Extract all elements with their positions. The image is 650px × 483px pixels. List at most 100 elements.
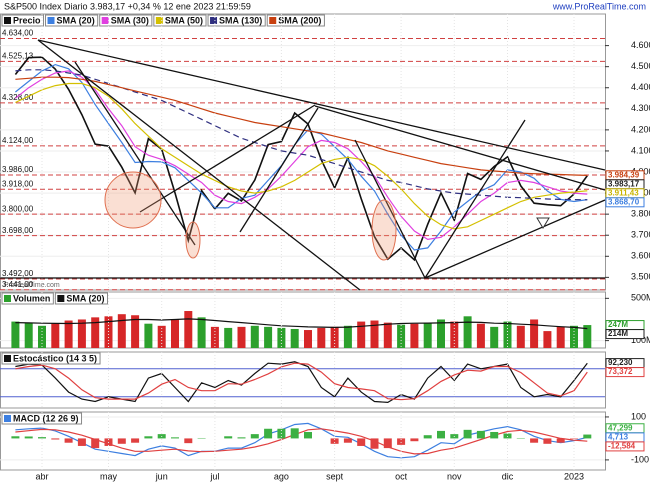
bar bbox=[397, 438, 406, 445]
bar bbox=[11, 321, 20, 348]
legend-label: SMA (130) bbox=[219, 15, 262, 25]
y-tick-label: 3.600 bbox=[631, 251, 650, 261]
legend-swatch bbox=[155, 17, 163, 24]
y-tick-label: -100 bbox=[631, 454, 649, 464]
y-tick-label: 3.700 bbox=[631, 230, 650, 240]
bar bbox=[490, 431, 499, 439]
legend-label: Volumen bbox=[13, 293, 50, 303]
last-value-box bbox=[605, 329, 645, 340]
panel bbox=[0, 13, 606, 291]
level-label: 3.698,00 bbox=[2, 226, 34, 235]
trend-line bbox=[314, 105, 606, 191]
last-value-label: 247M bbox=[608, 320, 628, 329]
bar bbox=[463, 429, 472, 439]
x-tick-label: oct bbox=[395, 471, 408, 481]
level-label: 3.441,00 bbox=[2, 280, 34, 289]
y-tick-label: 500M bbox=[631, 293, 650, 303]
bar bbox=[184, 438, 193, 444]
y-tick-label: 3.800 bbox=[631, 209, 650, 219]
legend-box bbox=[99, 14, 153, 27]
y-tick-label: 4.300 bbox=[631, 103, 650, 113]
bar bbox=[290, 428, 299, 439]
bar bbox=[104, 316, 113, 348]
series-line bbox=[15, 362, 588, 401]
last-value-box bbox=[605, 367, 645, 378]
bar bbox=[476, 323, 485, 348]
last-value-label: -12,584 bbox=[608, 442, 636, 451]
last-value-label: 3.911,43 bbox=[608, 188, 639, 197]
bar bbox=[343, 325, 352, 348]
series-line bbox=[15, 422, 588, 459]
highlights bbox=[104, 171, 550, 261]
y-tick-label: 4.600 bbox=[631, 40, 650, 50]
level-label: 3.800,00 bbox=[2, 204, 34, 213]
legend-label: MACD (12 26 9) bbox=[13, 413, 79, 423]
bar bbox=[24, 436, 33, 439]
legend-swatch bbox=[4, 415, 11, 422]
y-tick-label: 4.200 bbox=[631, 124, 650, 134]
bar bbox=[184, 311, 193, 348]
legend-label: SMA (20) bbox=[66, 293, 104, 303]
trend-line bbox=[354, 139, 426, 279]
legend-item: SMA (130) bbox=[207, 14, 266, 27]
trend-lines bbox=[0, 39, 606, 291]
bar bbox=[437, 319, 445, 348]
panel bbox=[0, 351, 606, 409]
bar bbox=[131, 438, 140, 443]
bar bbox=[171, 319, 179, 348]
y-tick-label: 4.400 bbox=[631, 82, 650, 92]
x-tick-label: 2023 bbox=[564, 471, 584, 481]
bar bbox=[503, 433, 512, 439]
legend-box bbox=[153, 14, 207, 27]
bar bbox=[38, 437, 46, 439]
bar bbox=[583, 325, 592, 348]
bar bbox=[264, 428, 273, 439]
bar bbox=[77, 438, 86, 446]
last-value-label: 73,372 bbox=[608, 367, 633, 376]
x-tick-label: sept bbox=[326, 471, 344, 481]
bar bbox=[516, 325, 525, 348]
legend-item: SMA (30) bbox=[99, 14, 153, 27]
legend-swatch bbox=[47, 17, 55, 24]
series-line bbox=[15, 63, 588, 251]
bar bbox=[38, 325, 46, 348]
bar bbox=[237, 326, 246, 348]
bar bbox=[64, 320, 73, 348]
legend-item: SMA (50) bbox=[153, 14, 207, 27]
bar bbox=[304, 431, 312, 439]
last-value-box bbox=[605, 197, 645, 208]
x-tick-label: jul bbox=[209, 471, 219, 481]
bar bbox=[224, 327, 233, 348]
chart-title: S&P500 Index Diario 3.983,17 +0,34 % 12 … bbox=[4, 1, 251, 11]
y-tick-label: 100M bbox=[631, 335, 650, 345]
last-value-label: 3.984,39 bbox=[608, 170, 640, 179]
bar bbox=[290, 328, 299, 348]
legend-box bbox=[54, 292, 109, 305]
series-line bbox=[15, 82, 588, 230]
last-value-label: 3.868,70 bbox=[608, 197, 640, 206]
level-label: 3.918,00 bbox=[2, 179, 34, 188]
legend-item: SMA (200) bbox=[266, 14, 325, 27]
bar bbox=[144, 436, 153, 439]
last-value-label: 214M bbox=[608, 329, 628, 338]
y-tick-label: 3.500 bbox=[631, 272, 650, 282]
x-tick-label: may bbox=[100, 471, 118, 481]
legend-label: SMA (30) bbox=[111, 15, 149, 25]
level-label: 4.124,00 bbox=[2, 136, 34, 145]
bar bbox=[410, 323, 419, 348]
x-tick-label: ago bbox=[274, 471, 289, 481]
arrow bbox=[536, 217, 550, 229]
bar bbox=[490, 326, 499, 348]
legend-box bbox=[45, 14, 99, 27]
bar bbox=[144, 323, 153, 348]
bar bbox=[543, 331, 552, 348]
bar bbox=[51, 438, 60, 440]
last-value-box bbox=[605, 441, 645, 452]
legend-label: SMA (20) bbox=[57, 15, 95, 25]
watermark: ProRealTime.com bbox=[4, 282, 60, 289]
x-tick-label: jun bbox=[155, 471, 168, 481]
highlight-ellipse bbox=[185, 221, 201, 259]
highlight-ellipse bbox=[371, 199, 397, 261]
bar bbox=[304, 330, 312, 348]
